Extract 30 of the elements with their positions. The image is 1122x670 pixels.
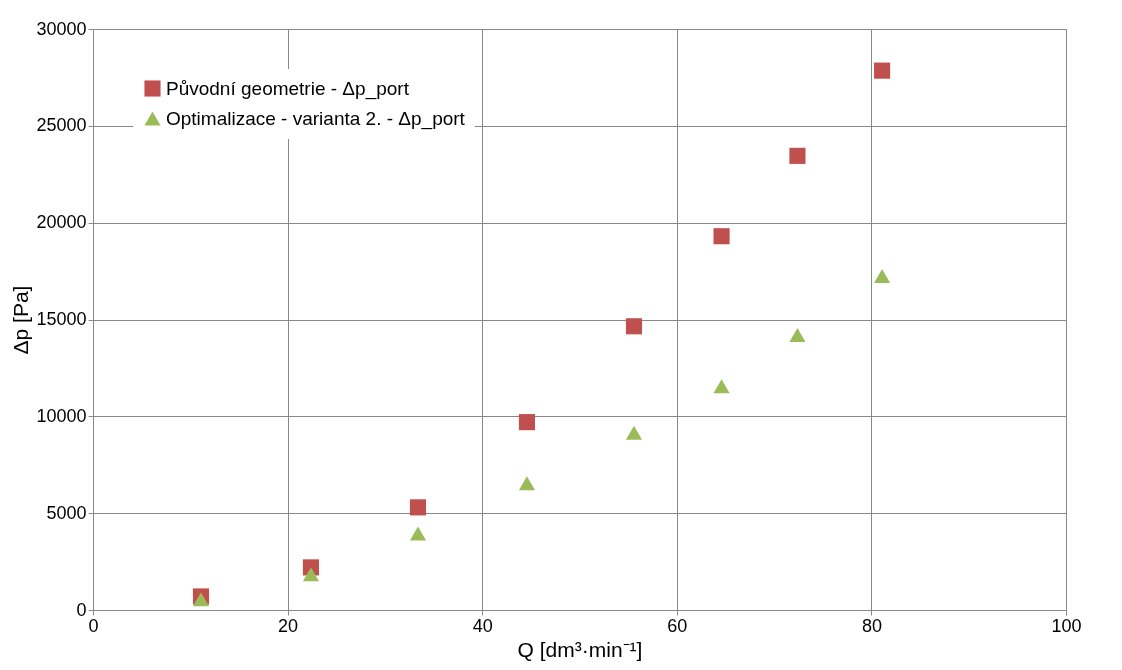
- x-tick-label: 20: [278, 615, 299, 636]
- point: [625, 425, 643, 440]
- y-tick-label: 0: [76, 599, 87, 620]
- x-axis-title: Q [dm³·min⁻¹]: [517, 637, 643, 661]
- legend-label: Optimalizace - varianta 2. - Δp_port: [166, 107, 466, 130]
- y-tick-label: 15000: [36, 309, 87, 329]
- point: [874, 268, 891, 283]
- legend-label: Původní geometrie - Δp_port: [166, 77, 410, 100]
- point: [789, 328, 806, 342]
- point: [713, 228, 730, 245]
- y-tick-label: 5000: [46, 502, 87, 523]
- point: [518, 414, 536, 431]
- point: [518, 476, 536, 491]
- point: [713, 379, 730, 394]
- y-tick-label: 25000: [36, 115, 87, 136]
- point: [192, 592, 210, 607]
- x-tick-label: 100: [1051, 615, 1082, 636]
- point: [625, 318, 643, 335]
- point: [409, 526, 427, 541]
- x-tick-label: 60: [667, 615, 688, 636]
- x-tick-label: 80: [861, 615, 882, 636]
- point: [409, 499, 427, 516]
- point: [302, 567, 320, 582]
- y-tick-label: 10000: [36, 405, 87, 426]
- y-tick-label: 30000: [36, 18, 87, 39]
- x-tick-label: 40: [472, 615, 493, 636]
- point: [874, 62, 891, 79]
- y-axis-title: Δp [Pa]: [9, 285, 33, 355]
- y-tick-label: 20000: [36, 212, 87, 233]
- point: [789, 147, 806, 164]
